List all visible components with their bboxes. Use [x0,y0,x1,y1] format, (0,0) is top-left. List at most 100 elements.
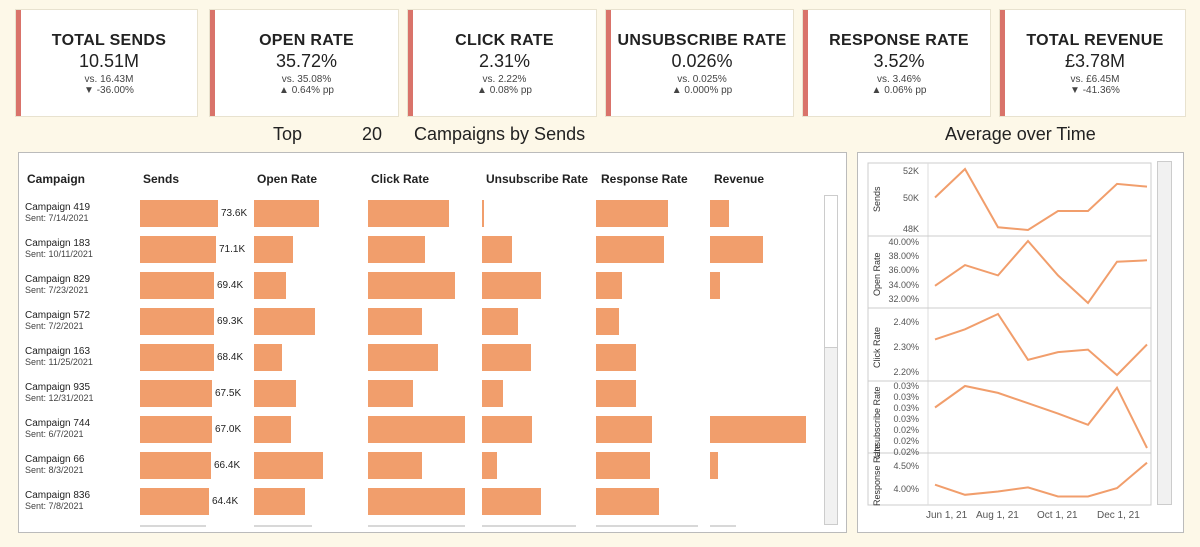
metric-bar[interactable] [596,200,668,227]
metric-bar[interactable] [140,272,214,299]
metric-bar[interactable] [368,236,425,263]
metric-bar[interactable] [596,272,622,299]
metric-bar[interactable] [140,416,212,443]
y-tick-label: 0.03% [893,414,919,424]
kpi-delta: ▲ 0.06% pp [871,85,927,96]
kpi-delta: ▼ -41.36% [1070,85,1120,96]
table-row[interactable]: Campaign 836 Sent: 7/8/2021 [25,490,90,511]
sends-value: 68.4K [217,352,244,363]
metric-bar[interactable] [254,452,323,479]
metric-bar [482,525,576,527]
metric-bar[interactable] [140,488,209,515]
metric-bar[interactable] [482,416,532,443]
metric-bar[interactable] [482,344,531,371]
table-row[interactable]: Campaign 935 Sent: 12/31/2021 [25,382,94,403]
series-line[interactable] [934,239,1148,305]
metric-bar[interactable] [596,488,659,515]
metric-bar[interactable] [140,236,216,263]
metric-bar[interactable] [710,200,729,227]
column-header[interactable]: Response Rate [601,172,688,186]
table-row[interactable]: Campaign 829 Sent: 7/23/2021 [25,274,90,295]
y-tick-label: 48K [902,224,919,234]
sent-date: Sent: 7/8/2021 [25,501,84,511]
metric-bar[interactable] [482,452,497,479]
metric-bar[interactable] [368,308,422,335]
metric-bar[interactable] [368,380,413,407]
metric-bar[interactable] [596,308,619,335]
metric-bar[interactable] [368,344,438,371]
metric-bar[interactable] [710,236,763,263]
campaign-name: Campaign 836 [25,490,91,501]
metric-bar[interactable] [596,236,664,263]
metric-bar[interactable] [710,272,720,299]
top-label: Top [273,124,303,144]
metric-bar[interactable] [482,380,503,407]
metric-bar[interactable] [140,380,212,407]
metric-bar[interactable] [254,272,286,299]
series-line[interactable] [934,167,1148,232]
metric-bar[interactable] [254,416,291,443]
metric-bar[interactable] [254,488,305,515]
sends-value: 71.1K [219,244,246,255]
table-scroll-thumb[interactable] [825,196,837,348]
table-title: Campaigns by Sends [414,124,586,144]
table-row[interactable]: Campaign 163 Sent: 11/25/2021 [25,346,93,367]
y-tick-label: 0.02% [893,447,919,457]
kpi-title: RESPONSE RATE [829,32,969,49]
metric-bar[interactable] [710,452,718,479]
metric-bar[interactable] [596,380,636,407]
sent-date: Sent: 11/25/2021 [25,357,93,367]
metric-bar[interactable] [368,488,465,515]
y-axis-label: Open Rate [872,252,882,296]
metric-bar[interactable] [254,308,315,335]
metric-bar[interactable] [482,488,541,515]
table-row[interactable]: Campaign 66 Sent: 8/3/2021 [25,454,84,475]
series-line[interactable] [934,461,1148,498]
y-tick-label: 4.00% [893,484,919,494]
metric-bar[interactable] [254,236,293,263]
table-row[interactable]: Campaign 572 Sent: 7/2/2021 [25,310,90,331]
metric-bar [710,525,736,527]
metric-bar[interactable] [254,344,282,371]
column-header[interactable]: Sends [143,172,180,186]
metric-bar[interactable] [368,272,455,299]
metric-bar[interactable] [140,344,214,371]
table-row[interactable]: Campaign 744 Sent: 6/7/2021 [25,418,90,439]
metric-bar[interactable] [254,200,319,227]
metric-bar[interactable] [596,344,636,371]
kpi-title: TOTAL SENDS [51,32,167,49]
column-header[interactable]: Click Rate [371,172,430,186]
campaign-name: Campaign 744 [25,418,91,429]
table-row[interactable]: Campaign 183 Sent: 10/11/2021 [25,238,93,259]
chart-scrollbar[interactable] [1157,161,1172,505]
metric-bar[interactable] [710,416,806,443]
metric-bar[interactable] [368,452,422,479]
column-header[interactable]: Open Rate [257,172,318,186]
metric-bar[interactable] [254,380,296,407]
sends-value: 69.4K [217,280,244,291]
table-scrollbar[interactable] [824,195,838,525]
metric-bar[interactable] [482,272,541,299]
top-n-parameter[interactable]: 20 [362,124,383,144]
metric-bar[interactable] [368,200,449,227]
series-line[interactable] [934,384,1148,449]
campaign-name: Campaign 183 [25,238,91,249]
sent-date: Sent: 6/7/2021 [25,429,84,439]
y-tick-label: 0.02% [893,436,919,446]
table-row[interactable]: Campaign 419 Sent: 7/14/2021 [25,202,90,223]
column-header[interactable]: Revenue [714,172,765,186]
column-header[interactable]: Campaign [27,172,86,186]
metric-bar[interactable] [140,200,218,227]
sent-date: Sent: 10/11/2021 [25,249,93,259]
metric-bar[interactable] [368,416,465,443]
metric-bar[interactable] [482,308,518,335]
metric-bar[interactable] [596,416,652,443]
metric-bar[interactable] [482,200,484,227]
metric-bar[interactable] [596,452,650,479]
metric-bar[interactable] [482,236,512,263]
metric-bar[interactable] [140,308,214,335]
series-line[interactable] [934,312,1148,377]
column-header[interactable]: Unsubscribe Rate [486,172,589,186]
kpi-card-total-revenue: TOTAL REVENUE £3.78M vs. £6.45M ▼ -41.36… [1000,10,1185,116]
metric-bar[interactable] [140,452,211,479]
